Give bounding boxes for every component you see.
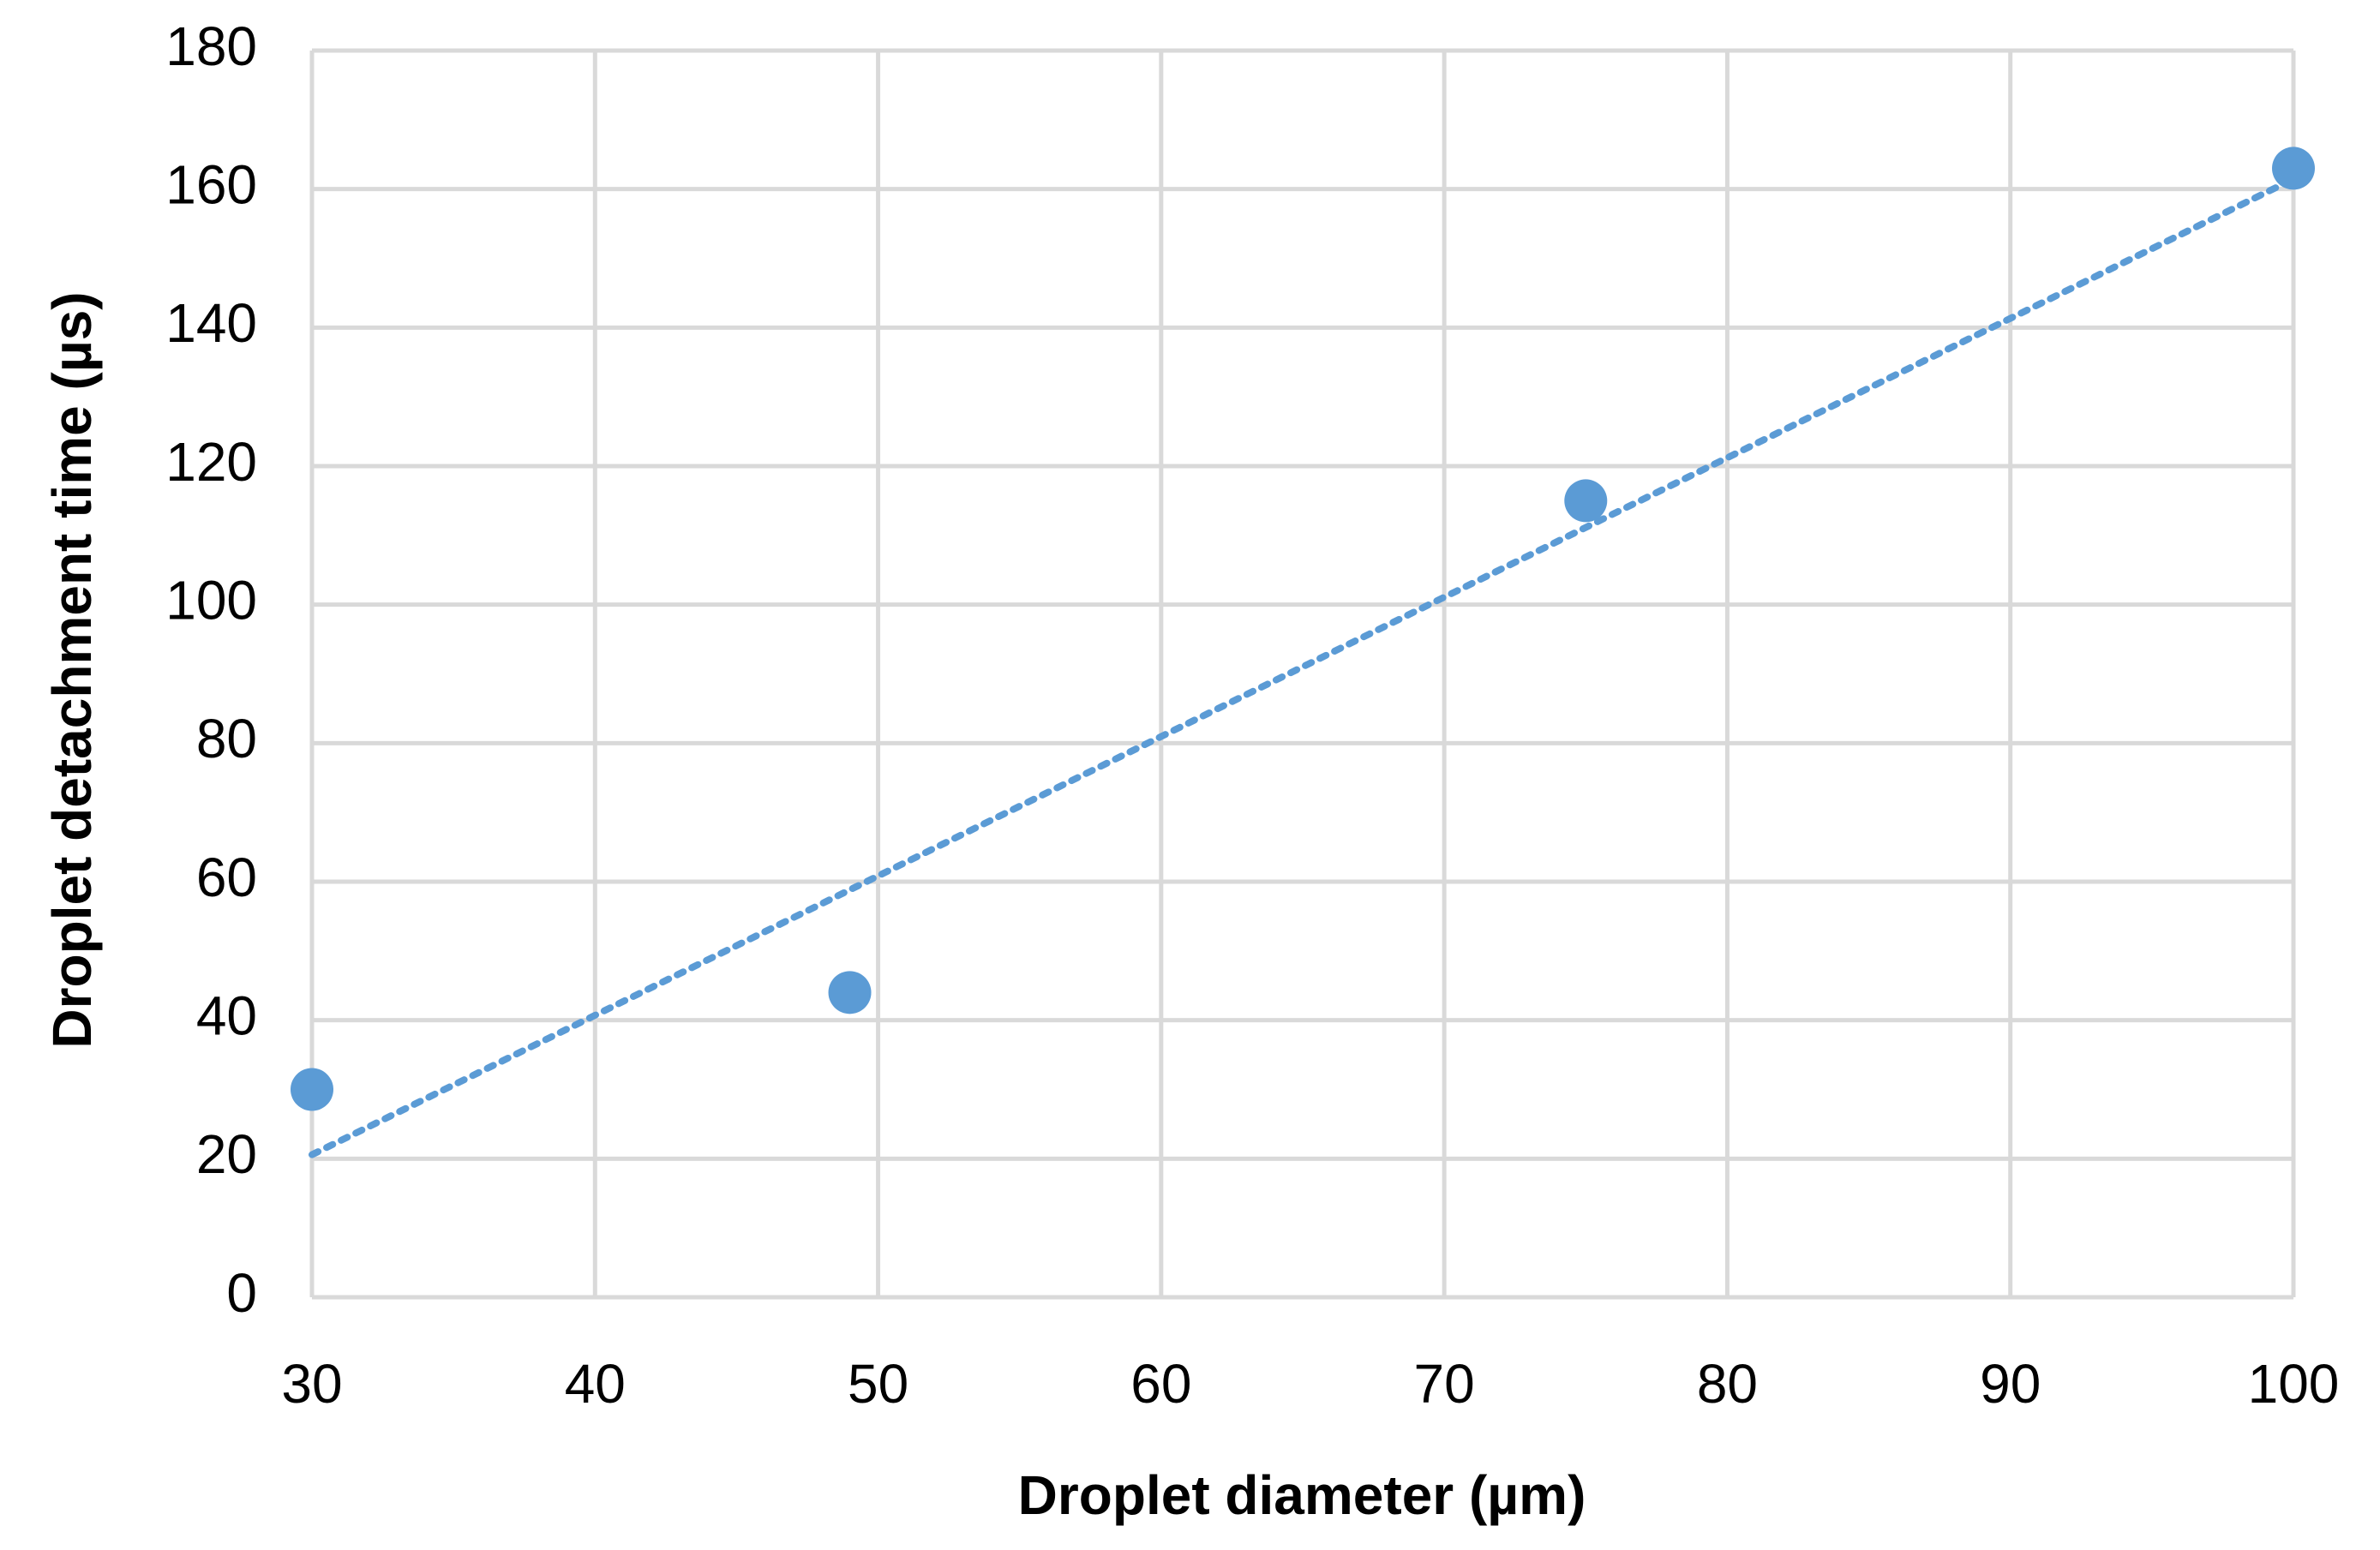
y-tick-label: 180 bbox=[165, 15, 257, 77]
y-tick-label: 100 bbox=[165, 570, 257, 631]
y-tick-label: 120 bbox=[165, 431, 257, 493]
y-tick-label: 140 bbox=[165, 292, 257, 354]
y-tick-label: 60 bbox=[196, 847, 257, 908]
x-tick-label: 90 bbox=[1980, 1353, 2041, 1415]
x-tick-label: 30 bbox=[281, 1353, 342, 1415]
x-tick-label: 40 bbox=[565, 1353, 626, 1415]
x-tick-label: 70 bbox=[1414, 1353, 1475, 1415]
x-tick-label: 100 bbox=[2248, 1353, 2340, 1415]
trendline bbox=[309, 175, 2297, 1158]
grid bbox=[309, 48, 2296, 1300]
y-tick-label: 80 bbox=[196, 708, 257, 769]
y-tick-label: 0 bbox=[226, 1262, 257, 1324]
x-tick-label: 60 bbox=[1130, 1353, 1191, 1415]
point bbox=[291, 1068, 333, 1111]
marks bbox=[291, 147, 2315, 1158]
y-axis-title: Droplet detachment time (µs) bbox=[41, 291, 103, 1048]
x-axis-title: Droplet diameter (µm) bbox=[1018, 1464, 1586, 1526]
y-tick-label: 20 bbox=[196, 1123, 257, 1185]
y-tick-label: 40 bbox=[196, 985, 257, 1047]
x-tick-label: 80 bbox=[1697, 1353, 1758, 1415]
point bbox=[828, 971, 872, 1014]
point bbox=[2272, 147, 2315, 190]
point bbox=[1564, 479, 1608, 523]
x-tick-label: 50 bbox=[848, 1353, 908, 1415]
y-tick-label: 160 bbox=[165, 154, 257, 216]
